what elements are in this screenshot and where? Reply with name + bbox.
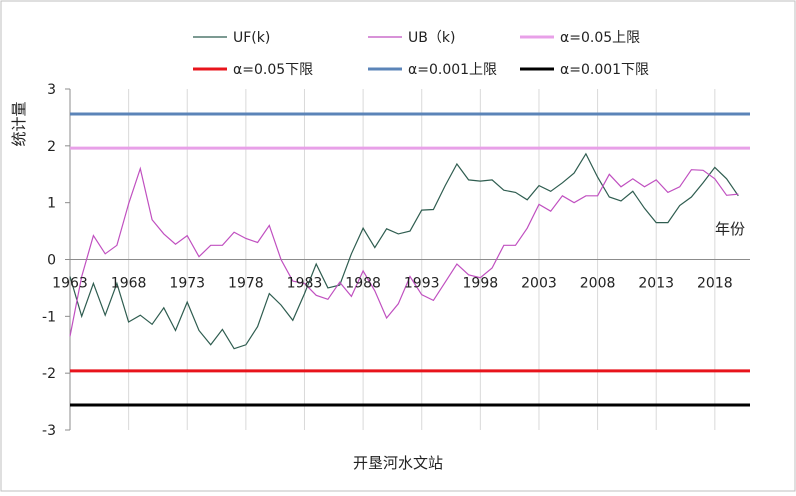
x-tick-label: 1983 [287, 276, 323, 292]
x-tick-label: 1978 [228, 276, 264, 292]
x-axis-label: 开垦河水文站 [353, 454, 443, 472]
y-tick-label: -3 [42, 423, 56, 439]
y-tick-label: 0 [47, 253, 56, 269]
x-tick-label: 1963 [52, 276, 88, 292]
x-tick-label: 1973 [169, 276, 205, 292]
tick-layer: -3 -2 -1 0 1 2 3 1963 1968 1973 1978 1983 1988 1993 19… [42, 82, 733, 439]
legend-label-0: UF(k) [233, 30, 270, 46]
x-tick-label: 1998 [463, 276, 499, 292]
x-tick-label: 1988 [345, 276, 381, 292]
x-unit-annotation: 年份 [715, 220, 745, 238]
x-tick-label: 2008 [580, 276, 616, 292]
y-tick-label: -1 [42, 309, 56, 325]
x-tick-label: 2013 [638, 276, 674, 292]
legend-label-4: α=0.001上限 [408, 62, 497, 78]
series-line-1 [69, 166, 739, 337]
x-tick-label: 2003 [521, 276, 557, 292]
axis-layer [65, 88, 750, 431]
legend-label-1: UB（k) [408, 30, 455, 46]
y-tick-label: 2 [47, 139, 56, 155]
legend-label-2: α=0.05上限 [560, 30, 640, 46]
legend-label-5: α=0.001下限 [560, 62, 649, 78]
y-tick-label: 1 [47, 196, 56, 212]
x-tick-label: 1968 [111, 276, 147, 292]
y-axis-label: 统计量 [10, 101, 28, 146]
x-tick-label: 1993 [404, 276, 440, 292]
y-tick-label: -2 [42, 366, 56, 382]
x-tick-label: 2018 [697, 276, 733, 292]
series-layer [69, 112, 750, 407]
legend-layer: UF(k) UB（k) α=0.05上限 α=0.05下限 α=0.001上限 α=0.0… [193, 30, 649, 78]
legend-label-3: α=0.05下限 [233, 62, 313, 78]
y-tick-label: 3 [47, 82, 56, 98]
series-line-0 [69, 152, 739, 350]
